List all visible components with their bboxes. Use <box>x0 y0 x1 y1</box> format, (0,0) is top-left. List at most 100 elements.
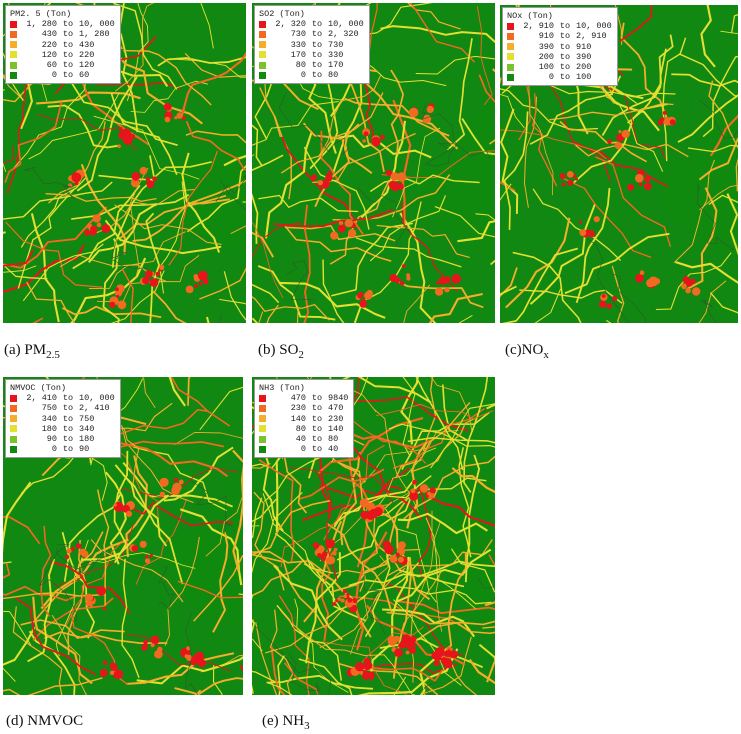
road-segment <box>181 152 221 253</box>
urban-hotspot <box>194 284 198 288</box>
road-segment <box>120 442 229 478</box>
urban-hotspot <box>444 287 450 293</box>
urban-hotspot <box>181 108 186 113</box>
urban-hotspot <box>150 643 155 648</box>
road-segment <box>44 631 168 644</box>
road-segment <box>430 403 495 469</box>
road-segment <box>376 224 470 258</box>
legend-swatch <box>259 425 266 433</box>
road-segment <box>601 48 667 136</box>
road-segment <box>505 217 571 309</box>
road-segment <box>89 231 186 289</box>
province-boundary <box>38 543 77 622</box>
urban-hotspot <box>362 139 366 143</box>
urban-hotspot <box>405 650 410 655</box>
legend-title: NOx (Ton) <box>507 11 553 21</box>
road-segment <box>407 437 495 444</box>
legend-swatch <box>259 71 266 79</box>
road-segment <box>339 452 361 546</box>
urban-hotspot <box>337 597 341 601</box>
road-segment <box>671 73 738 87</box>
urban-hotspot <box>81 550 89 558</box>
urban-hotspot <box>685 287 691 294</box>
province-boundary <box>610 273 646 323</box>
road-segment <box>392 408 485 469</box>
legend-lower-bound: 80 <box>295 60 306 71</box>
urban-hotspot <box>363 657 371 665</box>
urban-hotspot <box>194 651 205 662</box>
legend-upper-bound: 10, 000 <box>328 19 364 30</box>
road-segment <box>45 193 157 202</box>
legend-row: 200 to 390 <box>507 52 612 62</box>
caption-subscript: x <box>543 349 549 361</box>
road-segment <box>252 559 305 597</box>
road-segment <box>709 292 738 314</box>
legend-to: to <box>311 70 323 81</box>
road-segment <box>333 475 432 525</box>
urban-hotspot <box>390 181 400 192</box>
urban-hotspot <box>399 280 405 286</box>
road-segment <box>164 536 200 646</box>
legend-to: to <box>311 393 323 404</box>
urban-hotspot <box>75 543 82 549</box>
legend-row: 340 to 750 <box>10 414 115 424</box>
province-boundary <box>220 180 246 211</box>
province-boundary <box>700 299 717 323</box>
urban-hotspot <box>352 598 358 604</box>
urban-hotspot <box>435 647 445 657</box>
legend-to: to <box>311 444 323 455</box>
road-segment <box>281 136 359 228</box>
urban-hotspot <box>662 110 667 115</box>
map-pm25: PM2. 5 (Ton) 1, 280 to 10, 000 430 to 1, 280 2… <box>3 3 246 323</box>
road-segment <box>501 247 579 323</box>
road-segment <box>252 462 271 469</box>
urban-hotspot <box>164 116 171 123</box>
road-segment <box>450 548 495 593</box>
road-segment <box>3 145 15 165</box>
urban-hotspot <box>333 547 338 552</box>
legend-row: 170 to 330 <box>259 50 364 60</box>
urban-hotspot <box>566 171 574 178</box>
road-segment <box>673 159 715 264</box>
road-segment <box>331 222 413 297</box>
legend-to: to <box>62 444 74 455</box>
road-segment <box>122 474 184 585</box>
road-segment <box>274 532 342 611</box>
urban-hotspot <box>347 597 353 603</box>
legend-to: to <box>559 21 571 32</box>
urban-hotspot <box>118 131 127 140</box>
road-segment <box>434 206 495 238</box>
road-segment <box>110 270 165 323</box>
urban-hotspot <box>117 144 121 148</box>
legend-lower-bound: 0 <box>51 70 57 81</box>
map-so2: SO2 (Ton) 2, 320 to 10, 000 730 to 2, 320 330 t… <box>252 3 495 323</box>
road-segment <box>709 114 738 157</box>
urban-hotspot <box>186 654 193 661</box>
legend-to: to <box>559 31 571 42</box>
emission-grid <box>3 377 243 695</box>
road-segment <box>698 137 738 181</box>
legend-to: to <box>311 29 323 40</box>
urban-hotspot <box>412 479 417 485</box>
urban-hotspot <box>198 281 203 286</box>
legend-lower-bound: 0 <box>548 72 554 83</box>
legend-row: 0 to 90 <box>10 444 115 454</box>
road-segment <box>478 643 495 663</box>
road-segment <box>123 49 212 106</box>
road-segment <box>5 221 103 288</box>
road-segment <box>40 525 52 617</box>
road-segment <box>357 648 459 695</box>
road-segment <box>258 459 295 562</box>
road-segment <box>32 596 93 685</box>
legend-to: to <box>62 403 74 414</box>
urban-hotspot <box>325 173 333 182</box>
road-segment <box>32 317 44 323</box>
legend-lower-bound: 750 <box>41 403 57 414</box>
legend-upper-bound: 430 <box>79 39 95 50</box>
legend-row: 730 to 2, 320 <box>259 29 364 39</box>
urban-hotspot <box>588 230 596 238</box>
road-segment <box>662 37 687 162</box>
province-boundary <box>254 625 332 695</box>
road-segment <box>3 667 16 682</box>
province-boundary <box>423 681 438 695</box>
